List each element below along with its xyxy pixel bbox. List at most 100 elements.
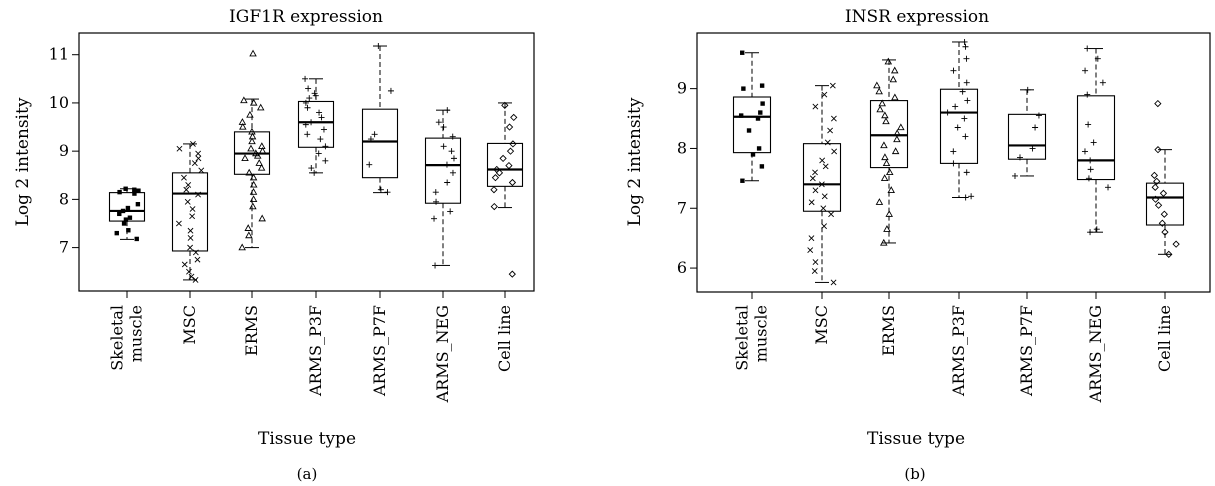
- data-point: [132, 187, 137, 192]
- y-tick-label: 6: [677, 258, 687, 277]
- data-point: [821, 193, 828, 200]
- box-group: Skeletal muscle: [108, 186, 146, 371]
- data-point: [964, 97, 971, 104]
- data-point: [954, 124, 961, 131]
- box-group: ARMS_NEG: [1076, 45, 1116, 403]
- data-point: [132, 191, 137, 196]
- data-point: [1087, 157, 1094, 164]
- iqr-box: [171, 172, 209, 252]
- x-category-label: muscle: [127, 305, 146, 362]
- data-point: [302, 75, 309, 82]
- data-point: [315, 150, 322, 157]
- y-tick-label: 11: [49, 45, 69, 64]
- data-point: [249, 180, 258, 188]
- data-point: [375, 43, 382, 50]
- data-point: [822, 163, 829, 170]
- data-point: [1029, 145, 1036, 152]
- data-point: [1151, 183, 1159, 191]
- box-group: ARMS_P3F: [939, 38, 979, 397]
- data-point: [758, 110, 763, 115]
- box-group: Cell line: [486, 101, 524, 372]
- plot-frame-a: [78, 32, 535, 292]
- data-point: [248, 127, 256, 135]
- data-point: [188, 273, 195, 280]
- x-category-label: ARMS_NEG: [433, 305, 452, 403]
- data-point: [491, 174, 500, 182]
- data-point: [450, 155, 457, 162]
- data-point: [245, 168, 253, 176]
- data-point: [246, 110, 254, 118]
- data-point: [249, 188, 258, 195]
- data-point: [889, 75, 898, 83]
- data-point: [808, 235, 815, 242]
- x-axis-label-b: Tissue type: [867, 429, 965, 449]
- data-point: [322, 157, 329, 164]
- x-category-label: ERMS: [242, 305, 261, 356]
- data-point: [812, 187, 819, 194]
- chart-title-b: INSR expression: [845, 7, 989, 27]
- data-point: [248, 137, 256, 145]
- data-point: [117, 211, 122, 217]
- iqr-box: [732, 96, 772, 154]
- data-point: [812, 259, 819, 266]
- data-point: [1082, 67, 1089, 74]
- y-tick-label: 7: [59, 238, 69, 257]
- data-point: [181, 174, 187, 181]
- data-point: [950, 67, 957, 74]
- data-point: [499, 154, 507, 163]
- data-point: [449, 169, 456, 176]
- y-tick-label: 8: [677, 138, 687, 157]
- data-point: [738, 113, 744, 118]
- data-point: [1087, 166, 1094, 173]
- x-category-label: ARMS_NEG: [1086, 305, 1105, 403]
- plot-frame-b: [696, 32, 1211, 293]
- data-point: [175, 220, 182, 227]
- data-point: [192, 249, 199, 256]
- data-point: [249, 173, 258, 181]
- data-point: [830, 279, 837, 286]
- data-point: [387, 87, 394, 94]
- data-point: [377, 186, 384, 193]
- box-group: MSC: [171, 140, 209, 345]
- data-point: [812, 169, 818, 176]
- x-category-label: Cell line: [1155, 305, 1174, 372]
- data-point: [384, 189, 391, 196]
- data-point: [508, 178, 517, 187]
- data-point: [431, 215, 438, 222]
- data-point: [433, 198, 440, 205]
- iqr-box: [424, 137, 462, 204]
- data-point: [127, 215, 133, 220]
- data-point: [812, 103, 819, 110]
- data-point: [1154, 201, 1163, 209]
- data-point: [808, 199, 815, 206]
- data-point: [432, 189, 439, 196]
- data-point: [258, 142, 266, 149]
- box-group: ARMS_P7F: [361, 43, 399, 397]
- data-point: [961, 38, 968, 45]
- x-category-label: ARMS_P3F: [949, 305, 968, 397]
- data-point: [195, 150, 202, 157]
- iqr-box: [802, 143, 842, 212]
- data-point: [1085, 175, 1092, 182]
- data-point: [191, 160, 198, 167]
- data-point: [187, 244, 194, 251]
- data-point: [302, 121, 309, 128]
- data-point: [249, 195, 258, 203]
- box-group: ARMS_NEG: [424, 107, 462, 403]
- data-point: [134, 236, 139, 242]
- data-point: [317, 136, 324, 143]
- data-point: [875, 198, 884, 205]
- data-point: [1085, 121, 1092, 128]
- box-group: ERMS: [233, 49, 271, 356]
- data-point: [302, 99, 309, 106]
- data-point: [807, 247, 814, 254]
- data-point: [490, 202, 498, 211]
- x-category-label: MSC: [180, 305, 199, 345]
- data-point: [885, 168, 894, 176]
- data-point: [1105, 184, 1112, 191]
- y-tick-label: 9: [59, 141, 69, 160]
- data-point: [1151, 195, 1160, 203]
- data-point: [1084, 45, 1091, 52]
- data-point: [884, 57, 893, 65]
- y-tick-label: 9: [677, 79, 687, 98]
